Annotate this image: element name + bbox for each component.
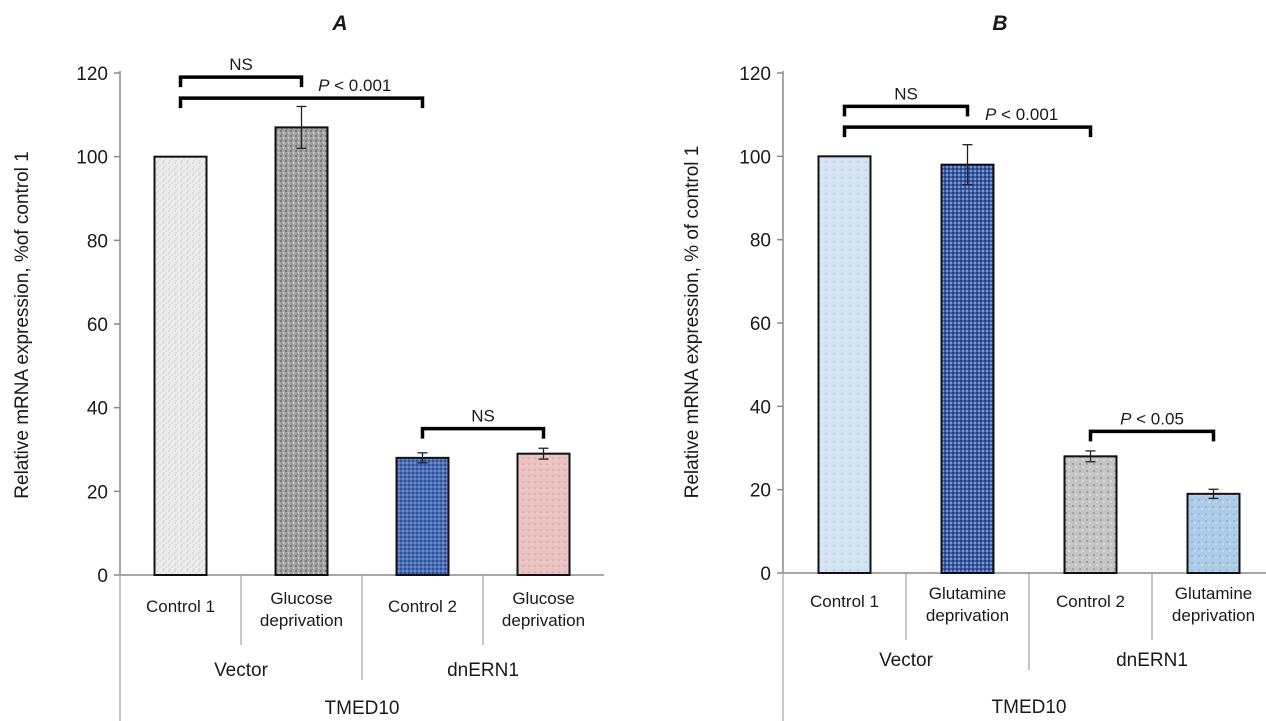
significance-bracket (842, 104, 970, 117)
y-tick-label: 40 (87, 399, 108, 420)
y-tick-label: 120 (739, 64, 771, 85)
y-tick-label: 60 (87, 315, 108, 336)
significance-bracket (842, 125, 1093, 138)
y-tick-label: 20 (87, 482, 108, 503)
y-tick-label: 100 (739, 147, 771, 168)
y-axis-label: Relative mRNA expression, %of control 1 (12, 151, 33, 498)
category-label-line2: deprivation (926, 606, 1009, 625)
significance-bracket (178, 96, 425, 109)
panel-label: B (992, 12, 1007, 35)
bar (1186, 492, 1241, 575)
significance-bracket (1088, 429, 1216, 442)
category-label: Glucose (512, 589, 574, 608)
y-tick-label: 80 (87, 231, 108, 252)
bar (516, 452, 571, 576)
category-label-line2: deprivation (260, 611, 343, 630)
category-label: Control 2 (388, 597, 457, 616)
group-label: Vector (214, 660, 269, 681)
panel-b: B 0 20 40 60 80 100 120 Relative mRNA expression… (682, 12, 1266, 721)
y-tick-label: 100 (76, 148, 108, 169)
x-axis-label: TMED10 (992, 697, 1067, 718)
significance-label: NS (894, 84, 918, 103)
panel-label: A (331, 12, 347, 35)
panel-a: A 0 20 40 60 80 100 120 Relative mRNA expression… (12, 12, 604, 721)
significance-label: P < 0.05 (1120, 409, 1184, 428)
category-label: Glutamine (929, 584, 1006, 603)
bar (395, 456, 450, 576)
significance-label: P < 0.001 (985, 105, 1058, 124)
significance-bracket (420, 426, 546, 439)
y-axis-label: Relative mRNA expression, % of control 1 (682, 146, 703, 499)
bar (274, 126, 329, 576)
category-label: Control 1 (810, 592, 879, 611)
bar (817, 155, 872, 574)
group-label: dnERN1 (447, 660, 519, 681)
y-tick-label: 120 (76, 64, 108, 85)
y-tick-label: 0 (97, 566, 108, 587)
y-tick-label: 60 (750, 314, 771, 335)
category-label: Control 1 (146, 597, 215, 616)
bar (153, 155, 208, 577)
y-tick-label: 0 (760, 564, 771, 585)
category-label: Glucose (270, 589, 332, 608)
category-label-line2: deprivation (502, 611, 585, 630)
y-tick-label: 20 (750, 481, 771, 502)
significance-label: NS (471, 407, 495, 426)
group-label: Vector (879, 650, 934, 671)
significance-bracket (178, 75, 304, 88)
bar (1063, 455, 1118, 575)
x-axis-label: TMED10 (325, 698, 400, 719)
category-label: Control 2 (1056, 592, 1125, 611)
significance-label: NS (229, 55, 253, 74)
y-tick-label: 80 (750, 231, 771, 252)
category-label: Glutamine (1175, 584, 1252, 603)
y-tick-label: 40 (750, 397, 771, 418)
bar (940, 163, 995, 575)
significance-label: P < 0.001 (318, 76, 391, 95)
group-label: dnERN1 (1116, 650, 1188, 671)
category-label-line2: deprivation (1172, 606, 1255, 625)
